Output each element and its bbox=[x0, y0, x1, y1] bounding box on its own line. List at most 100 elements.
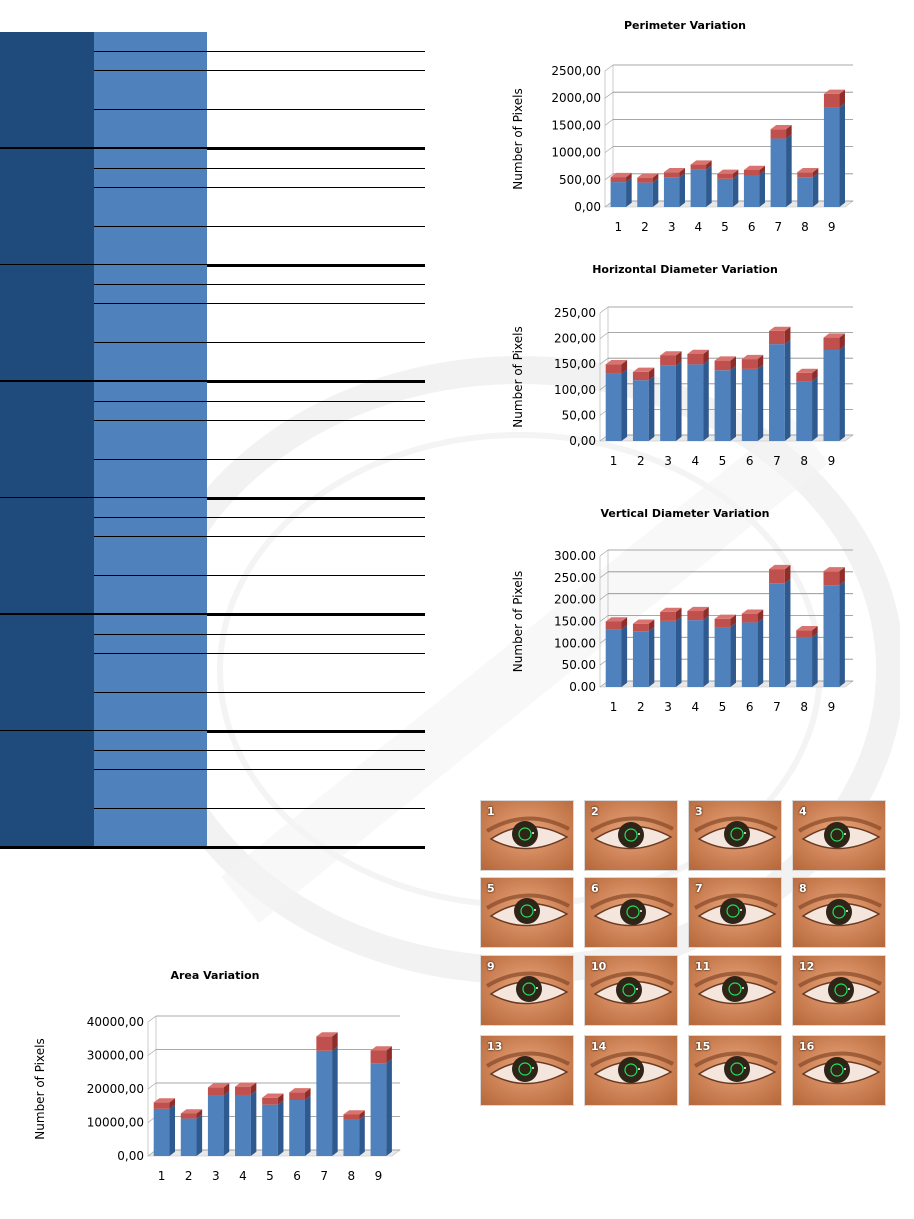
bar-cap-side bbox=[250, 1082, 257, 1095]
x-tick-label: 6 bbox=[746, 700, 754, 714]
y-axis-label: Number of Pixels bbox=[33, 1038, 47, 1139]
table-row-divider bbox=[94, 691, 425, 693]
bar-front bbox=[632, 631, 649, 687]
table-row-divider bbox=[94, 186, 425, 188]
eye-thumbnail: 12 bbox=[792, 955, 886, 1026]
y-tick-label: 1000,00 bbox=[551, 146, 601, 160]
thumbnail-number: 14 bbox=[591, 1040, 607, 1053]
bar-front bbox=[714, 370, 731, 441]
table-group-divider bbox=[0, 147, 425, 150]
eye-image bbox=[793, 1036, 885, 1105]
eye-image bbox=[689, 1036, 781, 1105]
bar-cap-top bbox=[637, 173, 659, 178]
bar-cap-side bbox=[169, 1098, 176, 1109]
bar-cap-top bbox=[687, 349, 709, 354]
bar-front bbox=[743, 175, 760, 207]
bar-front bbox=[370, 1063, 387, 1156]
bar-front bbox=[632, 380, 649, 441]
bar-side bbox=[784, 339, 791, 441]
bar-cap-top bbox=[796, 626, 818, 631]
table-group-divider bbox=[0, 496, 425, 500]
bar-cap-top bbox=[289, 1088, 311, 1093]
bar-cap-front bbox=[823, 571, 840, 586]
eye-thumbnail: 8 bbox=[792, 877, 886, 948]
bar-side bbox=[732, 174, 739, 207]
bar-side bbox=[703, 615, 709, 687]
thumbnail-number: 8 bbox=[799, 882, 807, 895]
bar bbox=[660, 607, 682, 687]
table-row-divider bbox=[94, 575, 425, 576]
eye-image bbox=[793, 956, 885, 1025]
bar-cap-side bbox=[359, 1110, 365, 1120]
table-label-cell bbox=[94, 32, 207, 149]
x-tick-label: 1 bbox=[158, 1169, 166, 1183]
bar-side bbox=[812, 172, 819, 207]
bar bbox=[743, 165, 765, 207]
bar-cap-top bbox=[743, 165, 765, 171]
bar-cap-top bbox=[714, 356, 736, 361]
bar-cap-top bbox=[660, 607, 682, 612]
bar-cap-side bbox=[648, 367, 655, 381]
bar-cap-side bbox=[652, 173, 659, 183]
bar-cap-front bbox=[690, 164, 707, 170]
bar-cap-top bbox=[797, 167, 819, 173]
x-tick-label: 5 bbox=[719, 454, 727, 468]
bar-front bbox=[823, 107, 840, 207]
bar-front bbox=[663, 177, 680, 207]
bar-side bbox=[839, 103, 845, 207]
thumbnail-number: 2 bbox=[591, 805, 599, 818]
bar-cap-side bbox=[196, 1109, 203, 1119]
bar-cap-front bbox=[316, 1036, 333, 1051]
bar bbox=[370, 1046, 392, 1156]
eye-thumbnail: 11 bbox=[688, 955, 782, 1026]
bar-cap-front bbox=[797, 172, 813, 178]
x-tick-label: 4 bbox=[691, 700, 699, 714]
bar bbox=[262, 1093, 284, 1156]
chart-title: Horizontal Diameter Variation bbox=[592, 263, 778, 276]
table-group-divider bbox=[0, 729, 425, 733]
x-tick-label: 1 bbox=[615, 220, 623, 234]
table-row-divider bbox=[94, 769, 425, 770]
y-tick-label: 500,00 bbox=[559, 173, 601, 187]
area-chart-svg: Area Variation Number of Pixels 0,00 10000,… bbox=[33, 969, 401, 1183]
table-row-divider bbox=[94, 51, 425, 52]
eye-thumbnail: 16 bbox=[792, 1035, 886, 1106]
thumbnail-number: 1 bbox=[487, 805, 495, 818]
bar-side bbox=[812, 632, 818, 687]
bar-cap-front bbox=[796, 372, 813, 382]
bar-side bbox=[169, 1104, 176, 1156]
thumbnail-number: 7 bbox=[695, 882, 703, 895]
eye-thumbnail: 14 bbox=[584, 1035, 678, 1106]
bar-front bbox=[823, 585, 840, 687]
table-row-divider bbox=[94, 808, 425, 809]
x-tick-label: 5 bbox=[719, 700, 727, 714]
bar-cap-side bbox=[621, 360, 628, 374]
bar-cap-top bbox=[663, 167, 685, 173]
x-tick-label: 6 bbox=[293, 1169, 301, 1183]
bar-cap-top bbox=[180, 1109, 203, 1114]
bar-cap-front bbox=[714, 618, 731, 628]
y-axis-label: Number of Pixels bbox=[511, 326, 525, 427]
bar bbox=[769, 564, 791, 687]
chart-title: Perimeter Variation bbox=[624, 19, 746, 32]
bar-cap-top bbox=[769, 326, 791, 331]
bar bbox=[235, 1082, 257, 1156]
bar-cap-front bbox=[823, 337, 840, 350]
bar-cap-front bbox=[180, 1113, 197, 1119]
thumbnail-number: 13 bbox=[487, 1040, 503, 1053]
bar-cap-side bbox=[648, 619, 655, 632]
bar-side bbox=[812, 376, 818, 441]
y-tick-label: 0,00 bbox=[569, 434, 596, 448]
bar bbox=[823, 89, 845, 207]
gridline-depth bbox=[604, 64, 614, 72]
bar-cap-front bbox=[637, 177, 653, 183]
bar-side bbox=[621, 369, 628, 441]
bar-cap-front bbox=[207, 1087, 224, 1096]
bar-cap-side bbox=[223, 1083, 230, 1096]
table-row-divider bbox=[94, 284, 425, 285]
y-tick-label: 0,00 bbox=[574, 200, 601, 214]
eye-image bbox=[481, 1036, 573, 1105]
gridline-depth bbox=[147, 1082, 157, 1090]
x-tick-label: 5 bbox=[721, 220, 729, 234]
bar bbox=[687, 606, 709, 687]
